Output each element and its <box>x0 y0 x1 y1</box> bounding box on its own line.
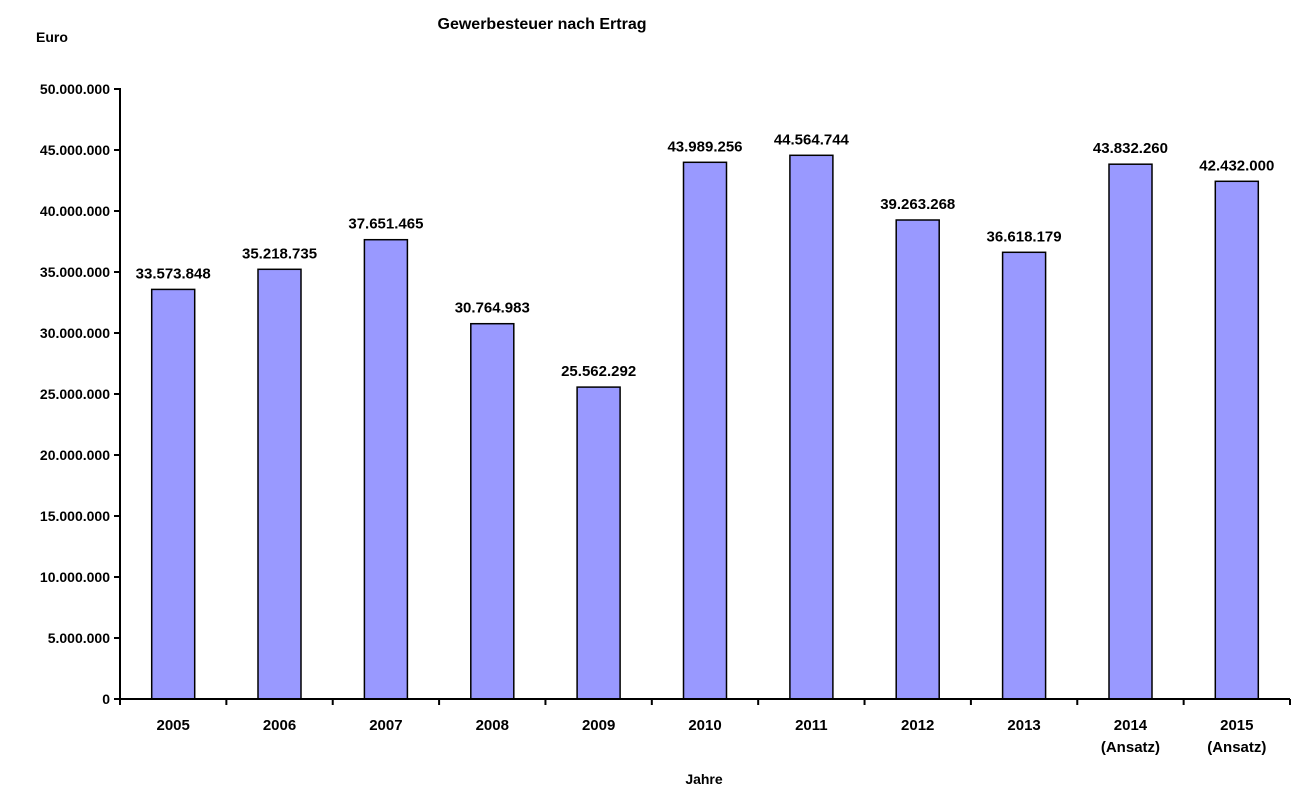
bar <box>682 161 728 700</box>
y-tick-label: 30.000.000 <box>40 325 110 341</box>
data-label: 36.618.179 <box>987 228 1062 245</box>
data-label: 35.218.735 <box>242 245 317 262</box>
x-tick-label: 2011 <box>795 717 828 734</box>
data-label: 39.263.268 <box>880 196 955 213</box>
data-label: 43.989.256 <box>667 138 742 155</box>
y-tick-label: 5.000.000 <box>48 630 110 646</box>
x-axis-title: Jahre <box>685 771 723 787</box>
chart-title: Gewerbesteuer nach Ertrag <box>438 16 647 33</box>
data-label: 43.832.260 <box>1093 140 1168 157</box>
y-tick-label: 20.000.000 <box>40 447 110 463</box>
data-label: 37.651.465 <box>348 216 423 233</box>
y-tick-label: 50.000.000 <box>40 81 110 97</box>
data-label: 44.564.744 <box>774 131 850 148</box>
x-tick-label: 2006 <box>263 717 296 734</box>
bar <box>895 219 940 700</box>
x-tick-label: 2014 <box>1114 717 1148 734</box>
y-tick-label: 25.000.000 <box>40 386 110 402</box>
bar <box>1001 251 1047 700</box>
y-tick-label: 10.000.000 <box>40 569 110 585</box>
bar <box>470 322 515 700</box>
x-tick-label: 2012 <box>901 717 934 734</box>
x-tick-label: (Ansatz) <box>1207 739 1266 756</box>
data-label: 33.573.848 <box>136 265 211 282</box>
bar <box>150 288 196 700</box>
x-tick-label: 2008 <box>476 717 509 734</box>
y-tick-label: 15.000.000 <box>40 508 110 524</box>
x-tick-label: 2009 <box>582 717 615 734</box>
bar <box>1108 163 1153 700</box>
y-tick-label: 0 <box>102 691 110 707</box>
y-tick-label: 35.000.000 <box>40 264 110 280</box>
y-tick-label: 40.000.000 <box>40 203 110 219</box>
y-tick-label: 45.000.000 <box>40 142 110 158</box>
x-tick-label: 2007 <box>369 717 402 734</box>
x-tick-label: 2013 <box>1007 717 1040 734</box>
x-tick-label: 2005 <box>156 717 189 734</box>
x-tick-label: 2010 <box>688 717 721 734</box>
data-label: 30.764.983 <box>455 300 530 317</box>
plot-area: 0 5.000.000 10.000.000 15.000.000 20.000.000… <box>40 81 1291 756</box>
data-label: 42.432.000 <box>1199 157 1274 174</box>
x-tick-label: 2015 <box>1220 717 1253 734</box>
bar <box>363 238 409 700</box>
x-tick-label: (Ansatz) <box>1101 739 1160 756</box>
data-label: 25.562.292 <box>561 363 636 380</box>
bar <box>257 268 302 700</box>
bar <box>576 386 621 700</box>
bar <box>1214 180 1260 700</box>
bar <box>789 154 834 700</box>
y-axis-title: Euro <box>36 29 68 45</box>
